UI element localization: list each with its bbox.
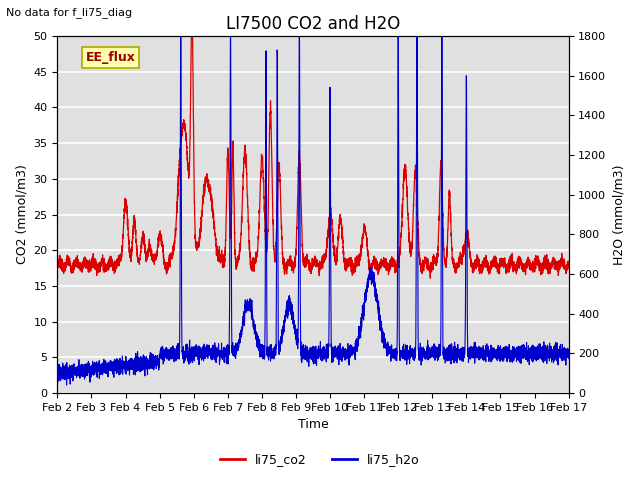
Y-axis label: H2O (mmol/m3): H2O (mmol/m3) <box>612 164 625 265</box>
Text: No data for f_li75_diag: No data for f_li75_diag <box>6 7 132 18</box>
Text: EE_flux: EE_flux <box>86 51 136 64</box>
X-axis label: Time: Time <box>298 419 328 432</box>
Title: LI7500 CO2 and H2O: LI7500 CO2 and H2O <box>226 15 400 33</box>
Y-axis label: CO2 (mmol/m3): CO2 (mmol/m3) <box>15 165 28 264</box>
Legend: li75_co2, li75_h2o: li75_co2, li75_h2o <box>215 448 425 471</box>
